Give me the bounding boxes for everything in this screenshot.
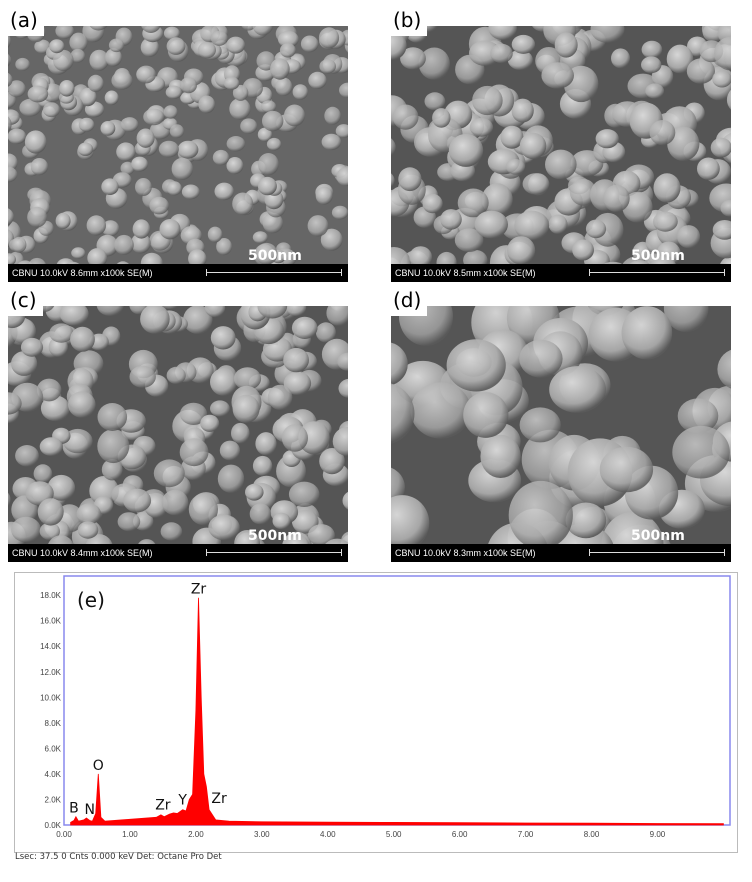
y-tick-label: 10.0K xyxy=(40,693,62,702)
peak-label: Y xyxy=(177,792,187,808)
scale-bar xyxy=(206,549,342,556)
peak-label: Zr xyxy=(211,791,227,807)
x-tick-label: 4.00 xyxy=(320,830,336,839)
eds-spectrum-chart: 0.0K 2.0K 4.0K 6.0K 8.0K 10.0K 12.0K 14.0K 16.0K… xyxy=(14,572,738,853)
x-tick-label: 2.00 xyxy=(188,830,204,839)
y-tick-label: 6.0K xyxy=(45,744,62,753)
sem-info-text: CBNU 10.0kV 8.4mm x100k SE(M) xyxy=(12,548,153,558)
plot-frame xyxy=(63,575,731,826)
scale-bar xyxy=(589,269,725,276)
y-tick-label: 14.0K xyxy=(40,642,62,651)
y-tick-label: 12.0K xyxy=(40,668,62,677)
sem-info-bar: CBNU 10.0kV 8.3mm x100k SE(M) xyxy=(391,544,731,562)
sem-info-text: CBNU 10.0kV 8.5mm x100k SE(M) xyxy=(395,268,536,278)
sem-panel-d: 500nm CBNU 10.0kV 8.3mm x100k SE(M) xyxy=(391,306,731,562)
sem-image xyxy=(8,306,348,544)
x-tick-label: 8.00 xyxy=(584,830,600,839)
sem-image xyxy=(391,306,731,544)
eds-spectrum-svg: 0.0K 2.0K 4.0K 6.0K 8.0K 10.0K 12.0K 14.0K 16.0K… xyxy=(40,575,731,839)
y-tick-label: 2.0K xyxy=(45,795,62,804)
x-tick-label: 5.00 xyxy=(386,830,402,839)
sem-info-bar: CBNU 10.0kV 8.4mm x100k SE(M) xyxy=(8,544,348,562)
y-tick-label: 8.0K xyxy=(45,719,62,728)
sem-info-text: CBNU 10.0kV 8.3mm x100k SE(M) xyxy=(395,548,536,558)
x-tick-label: 3.00 xyxy=(254,830,270,839)
panel-label: (b) xyxy=(391,6,428,36)
x-tick-label: 7.00 xyxy=(518,830,534,839)
panel-label: (c) xyxy=(8,286,43,316)
sem-info-bar: CBNU 10.0kV 8.5mm x100k SE(M) xyxy=(391,264,731,282)
sem-image xyxy=(8,26,348,264)
sem-info-text: CBNU 10.0kV 8.6mm x100k SE(M) xyxy=(12,268,153,278)
detector-footer: Lsec: 37.5 0 Cnts 0.000 keV Det: Octane … xyxy=(15,852,222,862)
panel-label: (a) xyxy=(8,6,44,36)
sem-panel-b: 500nm CBNU 10.0kV 8.5mm x100k SE(M) xyxy=(391,26,731,282)
y-tick-label: 16.0K xyxy=(40,617,62,626)
sem-image xyxy=(391,26,731,264)
scale-bar-label: 500nm xyxy=(248,528,302,544)
sem-info-bar: CBNU 10.0kV 8.6mm x100k SE(M) xyxy=(8,264,348,282)
y-tick-label: 0.0K xyxy=(45,821,62,830)
y-tick-label: 18.0K xyxy=(40,591,62,600)
x-tick-label: 1.00 xyxy=(122,830,138,839)
peak-label: O xyxy=(93,758,104,774)
scale-bar-label: 500nm xyxy=(631,248,685,264)
x-tick-label: 6.00 xyxy=(452,830,468,839)
scale-bar-label: 500nm xyxy=(248,248,302,264)
x-tick-label: 0.00 xyxy=(56,830,72,839)
scale-bar xyxy=(589,549,725,556)
sem-panel-a: 500nm CBNU 10.0kV 8.6mm x100k SE(M) xyxy=(8,26,348,282)
peak-label: Zr xyxy=(191,582,207,598)
spectrum-area xyxy=(70,597,724,826)
peak-label: N xyxy=(84,802,94,818)
panel-label-e: (e) xyxy=(77,588,105,612)
y-tick-label: 4.0K xyxy=(45,770,62,779)
scale-bar-label: 500nm xyxy=(631,528,685,544)
peak-label: Zr xyxy=(155,798,171,814)
x-tick-label: 9.00 xyxy=(650,830,666,839)
peak-label: B xyxy=(69,801,79,817)
sem-panel-c: 500nm CBNU 10.0kV 8.4mm x100k SE(M) xyxy=(8,306,348,562)
panel-label: (d) xyxy=(391,286,428,316)
scale-bar xyxy=(206,269,342,276)
